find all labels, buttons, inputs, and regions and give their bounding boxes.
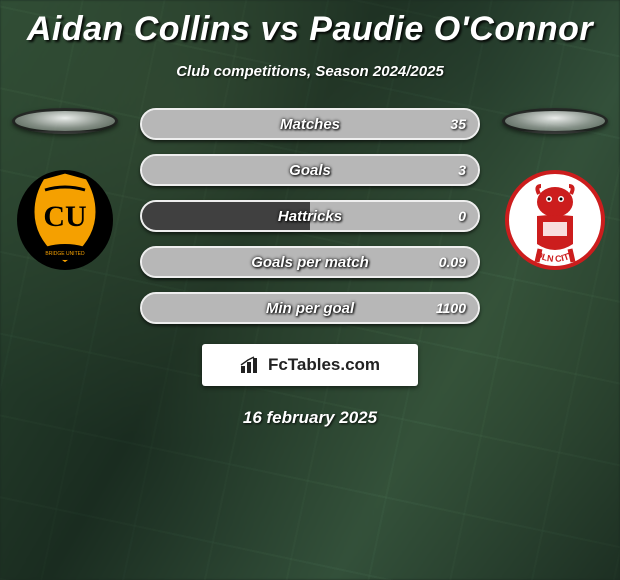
stat-value-right: 0 <box>458 208 466 224</box>
stat-row: Matches 35 <box>140 108 480 140</box>
stat-label: Matches <box>280 116 340 133</box>
brand-badge[interactable]: FcTables.com <box>202 344 418 386</box>
brand-label: FcTables.com <box>268 355 380 375</box>
stat-label: Goals per match <box>251 254 369 271</box>
stat-value-right: 35 <box>450 116 466 132</box>
crest-text: CU <box>43 200 86 233</box>
stat-row: Goals per match 0.09 <box>140 246 480 278</box>
bars-icon <box>240 356 262 374</box>
cambridge-crest-icon: CU BRIDGE UNITED <box>15 164 115 272</box>
lincoln-crest-icon: OLN CITY <box>505 164 605 272</box>
left-player-marker <box>12 108 118 134</box>
right-player-marker <box>502 108 608 134</box>
stats-list: Matches 35 Goals 3 Hattricks 0 Goals per match… <box>140 108 480 324</box>
page-title: Aidan Collins vs Paudie O'Connor <box>0 0 620 49</box>
comparison-panel: CU BRIDGE UNITED Matches 35 Goals 3 Hattrick… <box>0 108 620 324</box>
stat-label: Hattricks <box>278 208 342 225</box>
stat-value-right: 0.09 <box>439 254 466 270</box>
left-player-column: CU BRIDGE UNITED <box>10 108 120 272</box>
stat-label: Goals <box>289 162 331 179</box>
stat-label: Min per goal <box>266 300 354 317</box>
stat-value-right: 1100 <box>436 300 466 316</box>
right-player-column: OLN CITY <box>500 108 610 272</box>
stat-row: Hattricks 0 <box>140 200 480 232</box>
right-team-crest: OLN CITY <box>505 164 605 272</box>
left-team-crest: CU BRIDGE UNITED <box>15 164 115 272</box>
svg-text:BRIDGE UNITED: BRIDGE UNITED <box>45 251 85 257</box>
stat-row: Goals 3 <box>140 154 480 186</box>
stat-value-right: 3 <box>458 162 466 178</box>
subtitle: Club competitions, Season 2024/2025 <box>0 63 620 80</box>
date-label: 16 february 2025 <box>0 408 620 428</box>
stat-row: Min per goal 1100 <box>140 292 480 324</box>
